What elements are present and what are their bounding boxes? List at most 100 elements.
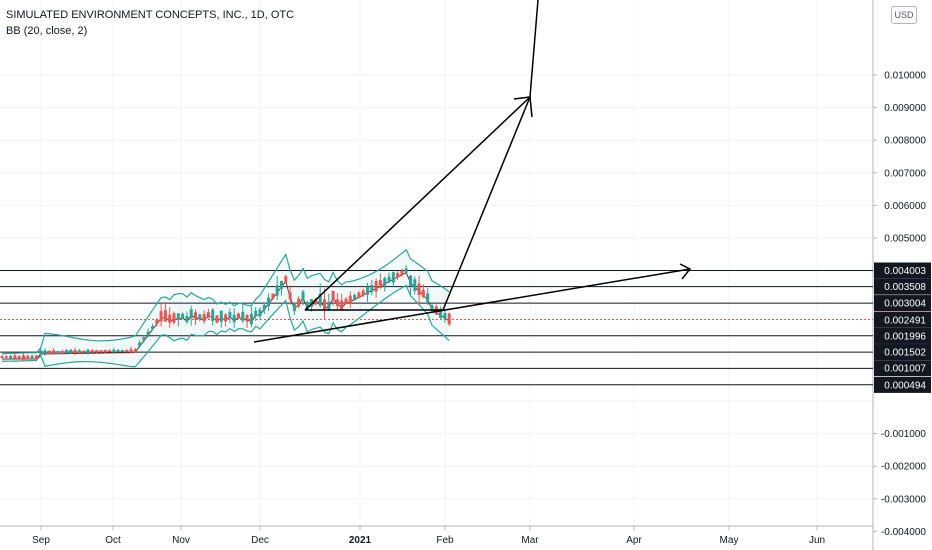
- candle-body: [26, 355, 30, 359]
- y-tick-label: 0.008000: [884, 136, 926, 147]
- candle-body: [258, 309, 262, 317]
- y-tick-label: -0.003000: [881, 494, 926, 505]
- candle-body: [60, 350, 64, 353]
- candle-body: [327, 301, 331, 311]
- candle-body: [95, 350, 99, 353]
- candle-body: [90, 350, 94, 353]
- candle-body: [163, 310, 167, 322]
- candle-body: [361, 290, 365, 296]
- candle-body: [112, 349, 116, 352]
- y-tick-label: 0.005000: [884, 234, 926, 245]
- price-tag-label: 0.002491: [884, 315, 926, 326]
- candle-body: [421, 289, 425, 298]
- candle-body: [430, 305, 434, 311]
- price-tag-label: 0.001996: [884, 331, 926, 342]
- candle-body: [400, 270, 404, 276]
- candle-body: [172, 313, 176, 323]
- x-tick-label: Dec: [251, 535, 269, 546]
- candle-body: [284, 276, 288, 283]
- candle-body: [125, 349, 129, 352]
- bollinger-lower-band: [1, 284, 450, 368]
- candle-body: [151, 326, 154, 330]
- candle-body: [378, 280, 382, 288]
- candle-body: [34, 355, 38, 359]
- candle-body: [318, 293, 322, 306]
- candle-body: [271, 293, 275, 299]
- candle-body: [241, 311, 245, 321]
- x-tick-label: Mar: [521, 535, 539, 546]
- arrowhead: [679, 263, 692, 280]
- candle-body: [133, 349, 137, 351]
- x-tick-label: Nov: [172, 535, 190, 546]
- candle-body: [138, 342, 142, 347]
- candle-body: [185, 316, 189, 322]
- bollinger-upper-band: [1, 248, 450, 355]
- candle-body: [267, 297, 271, 306]
- candle-body: [396, 273, 400, 278]
- candle-body: [30, 355, 34, 359]
- candle-body: [181, 314, 185, 319]
- candle-body: [374, 281, 378, 292]
- y-tick-label: 0.007000: [884, 168, 926, 179]
- candle-body: [249, 313, 253, 325]
- candle-body: [4, 356, 8, 358]
- candle-body: [353, 295, 357, 300]
- candle-body: [159, 311, 163, 322]
- symbol-title: SIMULATED ENVIRONMENT CONCEPTS, INC., 1D…: [6, 9, 295, 21]
- candle-body: [292, 302, 296, 312]
- candle-body: [404, 268, 408, 273]
- x-tick-label: 2021: [349, 535, 372, 546]
- candle-body: [198, 314, 202, 320]
- candle-body: [52, 350, 56, 354]
- candle-body: [194, 312, 197, 320]
- candle-body: [245, 315, 249, 322]
- candle-body: [280, 281, 283, 289]
- horizontal-levels: [0, 270, 873, 386]
- bollinger-band-fill: [2, 249, 450, 367]
- candle-body: [314, 298, 318, 304]
- candle-body: [77, 350, 81, 353]
- price-tag: [874, 360, 931, 377]
- candle-body: [391, 272, 395, 283]
- candle-body: [155, 320, 159, 324]
- candle-body: [366, 286, 369, 295]
- candle-body: [447, 313, 451, 325]
- candle-body: [202, 313, 206, 322]
- candle-body: [301, 291, 305, 301]
- candle-body: [189, 309, 193, 319]
- currency-badge[interactable]: USD: [891, 6, 917, 24]
- price-tag: [874, 262, 931, 279]
- grid: [0, 0, 873, 526]
- candle-body: [120, 349, 124, 352]
- candle-body: [443, 313, 447, 320]
- x-axis-labels: Sep Oct Nov Dec 2021 Feb Mar Apr May Jun: [32, 526, 825, 546]
- trendline-channel: [304, 96, 531, 311]
- candle-body: [219, 310, 223, 322]
- candle-body: [228, 312, 232, 319]
- y-tick-label: -0.002000: [881, 462, 926, 473]
- x-tick-label: Feb: [436, 535, 454, 546]
- price-tag: [874, 376, 931, 393]
- price-tag-label: 0.003004: [884, 299, 926, 310]
- price-tag-label: 0.001007: [884, 364, 926, 375]
- candle-body: [297, 298, 301, 307]
- candle-body: [0, 356, 4, 358]
- candle-body: [103, 349, 107, 353]
- candle-body: [146, 331, 150, 335]
- candle-body: [383, 278, 387, 286]
- candle-body: [387, 276, 391, 283]
- candle-body: [43, 350, 47, 354]
- x-tick-label: May: [720, 535, 739, 546]
- candle-body: [275, 285, 279, 296]
- candle-body: [142, 337, 146, 341]
- indicator-legend[interactable]: BB (20, close, 2): [6, 25, 88, 37]
- candle-body: [116, 349, 120, 352]
- price-tag-label: 0.000494: [884, 380, 926, 391]
- candle-body: [413, 279, 417, 291]
- price-tag-label: 0.004003: [884, 266, 926, 277]
- candle-body: [215, 315, 219, 323]
- candle-body: [108, 350, 111, 352]
- candle-body: [426, 293, 430, 303]
- candle-body: [254, 310, 258, 316]
